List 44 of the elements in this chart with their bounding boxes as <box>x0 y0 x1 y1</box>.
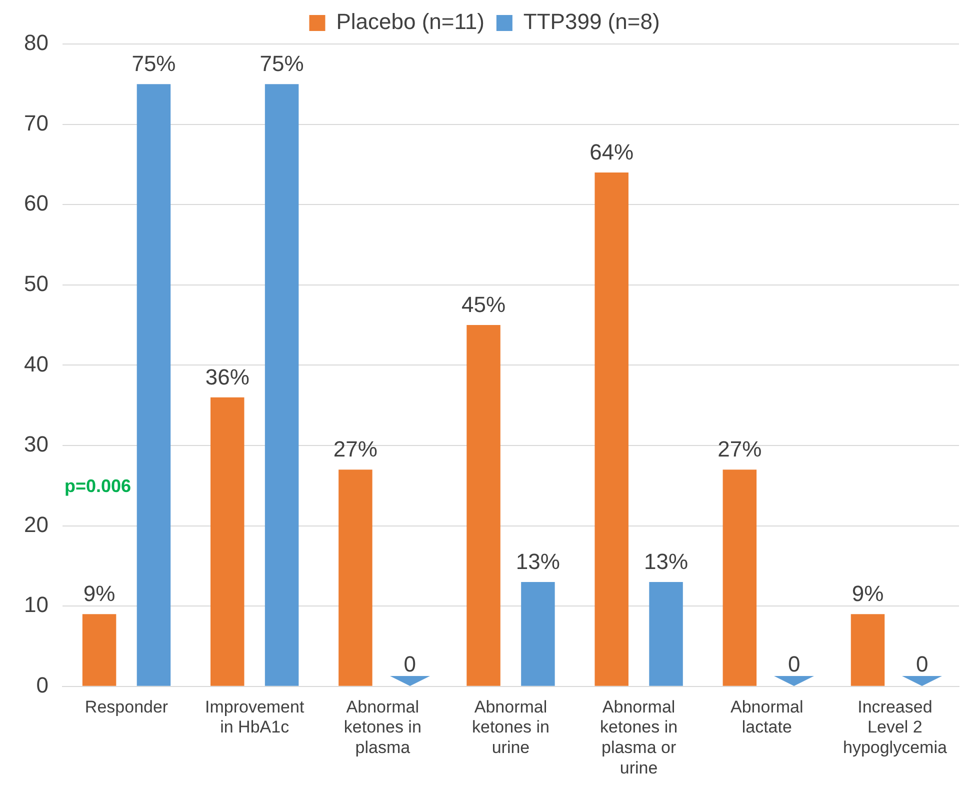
x-tick-label: Abnormal ketones in urine <box>472 697 550 758</box>
data-label: 13% <box>516 549 560 574</box>
data-label: 36% <box>205 364 250 390</box>
x-tick-label: Abnormal ketones in plasma or urine <box>600 697 678 778</box>
bar <box>521 582 555 686</box>
data-label: 75% <box>260 51 304 76</box>
x-tick-label: Abnormal ketones in plasma <box>344 697 422 758</box>
x-tick-label: Responder <box>84 697 168 716</box>
legend-label: Placebo (n=11) <box>336 9 484 34</box>
y-tick-label: 80 <box>24 30 48 56</box>
bar <box>722 470 757 686</box>
bar <box>466 325 500 686</box>
data-label: 27% <box>718 436 762 462</box>
bar <box>594 172 628 686</box>
x-tick-label: Increased Level 2 hypoglycemia <box>842 697 948 758</box>
bar <box>649 582 683 686</box>
annotation: p=0.006 <box>64 476 132 496</box>
legend-label: TTP399 (n=8) <box>523 9 660 34</box>
bar <box>136 84 171 686</box>
x-tick-label: Abnormal lactate <box>730 697 804 737</box>
y-tick-label: 0 <box>36 672 48 698</box>
y-tick-label: 20 <box>24 512 48 537</box>
bar <box>850 614 885 686</box>
data-label: 45% <box>461 292 506 318</box>
y-tick-label: 70 <box>24 110 48 136</box>
y-tick-label: 30 <box>24 432 48 457</box>
y-tick-label: 50 <box>24 270 48 296</box>
data-label: 9% <box>852 581 884 606</box>
data-label: 0 <box>404 651 416 676</box>
bar <box>82 614 116 686</box>
data-label: 27% <box>333 436 378 462</box>
data-label: 9% <box>83 581 116 606</box>
bar <box>264 84 299 686</box>
data-label: 0 <box>916 651 928 676</box>
y-tick-label: 60 <box>24 190 48 216</box>
data-label: 64% <box>590 140 634 165</box>
y-tick-label: 40 <box>24 351 48 376</box>
bar <box>338 470 372 686</box>
y-tick-label: 10 <box>24 592 48 618</box>
data-label: 0 <box>788 651 800 676</box>
data-label: 75% <box>132 51 176 76</box>
data-label: 13% <box>644 549 688 574</box>
bar <box>210 397 244 686</box>
x-tick-label: Improvement in HbA1c <box>204 697 304 737</box>
